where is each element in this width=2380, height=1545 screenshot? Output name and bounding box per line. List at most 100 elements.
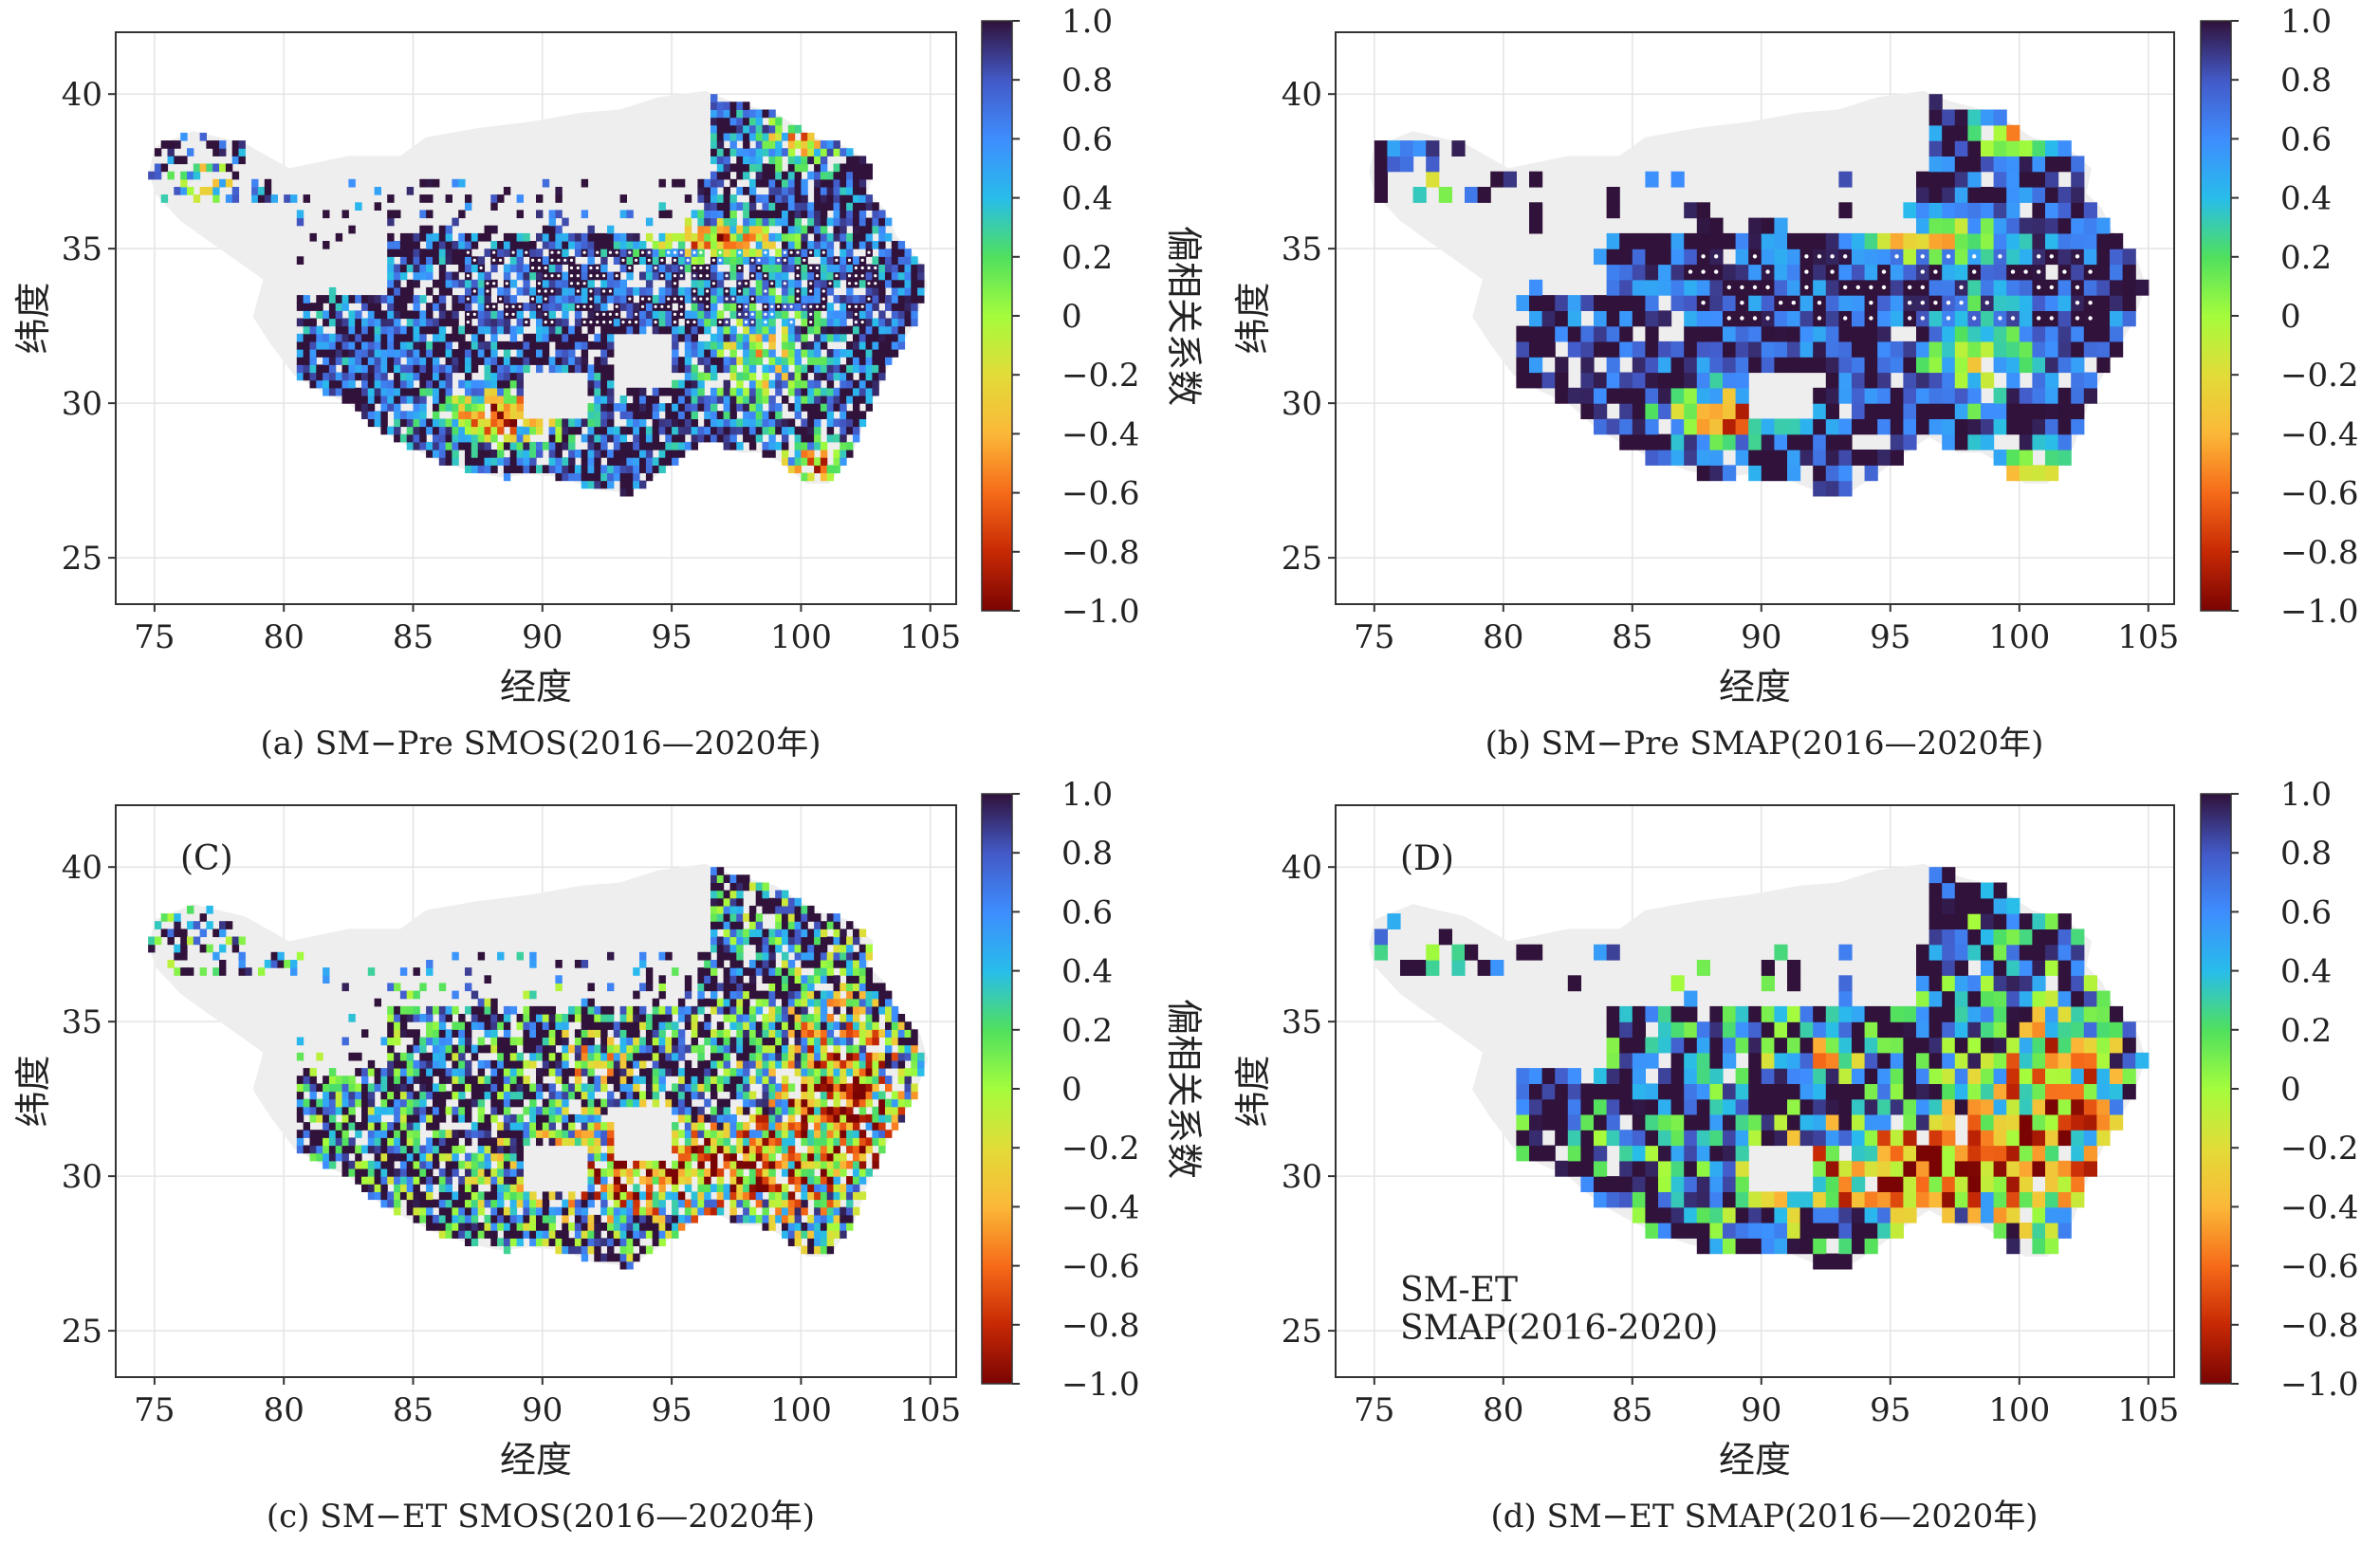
heatmap-cell: [846, 286, 854, 296]
significance-dot: [2037, 316, 2041, 321]
heatmap-cell: [238, 156, 246, 165]
heatmap-cell: [529, 960, 537, 968]
heatmap-cell: [470, 1230, 479, 1239]
heatmap-cell: [406, 1199, 415, 1208]
heatmap-cell: [782, 194, 789, 203]
heatmap-cell: [536, 1021, 544, 1030]
heatmap-cell: [516, 1145, 524, 1154]
heatmap-cell: [853, 171, 860, 180]
heatmap-cell: [755, 286, 764, 296]
heatmap-cell: [452, 1206, 459, 1216]
heatmap-cell: [536, 1199, 544, 1208]
heatmap-cell: [574, 1230, 582, 1239]
heatmap-cell: [697, 403, 705, 412]
heatmap-cell: [445, 441, 452, 451]
heatmap-cell: [814, 426, 821, 435]
heatmap-cell: [814, 411, 821, 419]
heatmap-cell: [878, 325, 886, 335]
significance-dot: [2075, 254, 2080, 259]
heatmap-cell: [665, 387, 673, 396]
significance-dot: [821, 289, 825, 293]
heatmap-cell: [1748, 232, 1762, 249]
heatmap-cell: [710, 395, 718, 404]
heatmap-cell: [523, 349, 530, 358]
heatmap-cell: [497, 1014, 505, 1022]
heatmap-cell: [782, 202, 789, 211]
heatmap-cell: [2032, 465, 2046, 482]
heatmap-cell: [516, 1168, 524, 1177]
heatmap-cell: [794, 124, 802, 134]
heatmap-cell: [581, 1068, 589, 1076]
heatmap-cell: [684, 325, 692, 335]
heatmap-cell: [723, 171, 730, 180]
heatmap-cell: [2006, 387, 2020, 404]
heatmap-cell: [394, 248, 401, 257]
heatmap-cell: [303, 1122, 310, 1131]
heatmap-cell: [826, 403, 835, 412]
heatmap-cell: [917, 286, 925, 296]
heatmap-cell: [1916, 171, 1930, 188]
heatmap-cell: [755, 248, 764, 257]
heatmap-cell: [801, 225, 808, 234]
heatmap-cell: [853, 210, 860, 219]
heatmap-cell: [1606, 232, 1620, 249]
heatmap-cell: [775, 279, 783, 288]
heatmap-cell: [833, 333, 840, 342]
heatmap-cell: [419, 1113, 427, 1123]
heatmap-cell: [497, 1098, 505, 1108]
heatmap-cell: [465, 1113, 472, 1123]
heatmap-cell: [445, 387, 452, 396]
heatmap-cell: [180, 944, 188, 953]
heatmap-cell: [399, 286, 408, 296]
heatmap-cell: [607, 1253, 615, 1262]
heatmap-cell: [1735, 387, 1749, 404]
heatmap-cell: [619, 1098, 627, 1108]
heatmap-cell: [729, 286, 737, 296]
heatmap-cell: [542, 256, 550, 265]
heatmap-cell: [1787, 325, 1801, 342]
heatmap-cell: [607, 225, 615, 234]
heatmap-cell: [2032, 433, 2046, 451]
significance-dot: [1791, 301, 1797, 305]
heatmap-cell: [1864, 465, 1878, 482]
heatmap-cell: [426, 318, 434, 327]
significance-dot: [777, 258, 781, 262]
significance-dot: [847, 274, 852, 278]
significance-dot: [809, 321, 813, 324]
heatmap-cell: [846, 411, 854, 419]
heatmap-cell: [225, 178, 233, 188]
heatmap-cell: [406, 1005, 415, 1015]
heatmap-cell: [619, 295, 627, 303]
heatmap-cell: [581, 1206, 589, 1216]
heatmap-cell: [1903, 372, 1917, 389]
heatmap-cell: [426, 418, 434, 428]
heatmap-cell: [743, 171, 750, 180]
heatmap-cell: [736, 441, 744, 451]
heatmap-cell: [328, 1076, 337, 1084]
heatmap-cell: [225, 163, 233, 173]
heatmap-cell: [1761, 217, 1775, 234]
heatmap-cell: [536, 1029, 544, 1038]
heatmap-cell: [562, 241, 569, 249]
heatmap-cell: [497, 364, 505, 374]
heatmap-cell: [394, 1083, 401, 1093]
heatmap-cell: [503, 403, 511, 412]
heatmap-cell: [1645, 340, 1659, 358]
heatmap-cell: [1658, 450, 1672, 466]
significance-dot: [738, 282, 742, 285]
heatmap-cell: [639, 241, 647, 249]
heatmap-cell: [600, 403, 608, 412]
heatmap-cell: [1555, 357, 1569, 374]
heatmap-cell: [445, 1091, 452, 1100]
heatmap-cell: [438, 1037, 447, 1046]
heatmap-cell: [167, 156, 175, 165]
heatmap-cell: [775, 441, 783, 451]
heatmap-cell: [782, 271, 789, 281]
heatmap-cell: [587, 340, 595, 350]
heatmap-cell: [782, 264, 789, 273]
heatmap-cell: [723, 148, 730, 156]
heatmap-cell: [801, 140, 808, 149]
heatmap-cell: [607, 1076, 615, 1084]
heatmap-cell: [677, 433, 686, 443]
heatmap-cell: [380, 310, 388, 320]
